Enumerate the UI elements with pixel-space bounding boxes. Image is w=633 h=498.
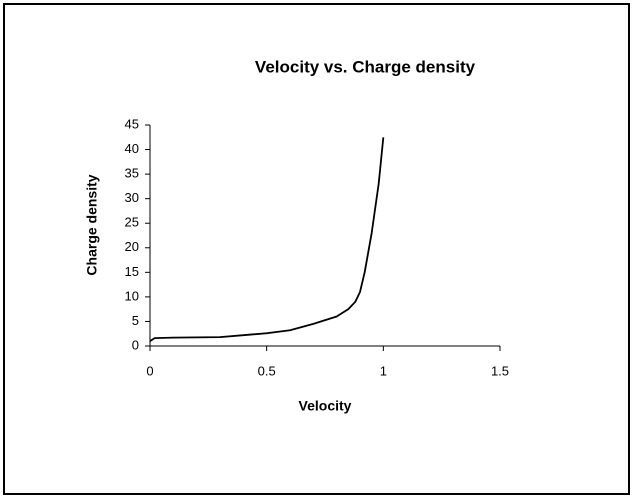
y-tick-label: 45 [125,116,139,131]
y-tick-label: 30 [125,190,139,205]
x-tick-label: 0 [146,363,153,378]
y-tick-label: 35 [125,166,139,181]
x-tick-label: 0.5 [258,363,276,378]
x-tick-label: 1 [380,363,387,378]
y-tick-label: 15 [125,264,139,279]
y-tick-label: 10 [125,288,139,303]
chart-title: Velocity vs. Charge density [255,57,476,76]
x-axis-label: Velocity [299,398,352,414]
data-line [149,137,385,342]
chart-border [3,3,630,495]
y-tick-label: 40 [125,141,139,156]
y-tick-label: 0 [132,337,139,352]
x-tick-label: 1.5 [491,363,509,378]
y-axis-label: Charge density [84,174,100,275]
y-tick-label: 5 [132,313,139,328]
y-tick-label: 20 [125,239,139,254]
y-tick-label: 25 [125,215,139,230]
